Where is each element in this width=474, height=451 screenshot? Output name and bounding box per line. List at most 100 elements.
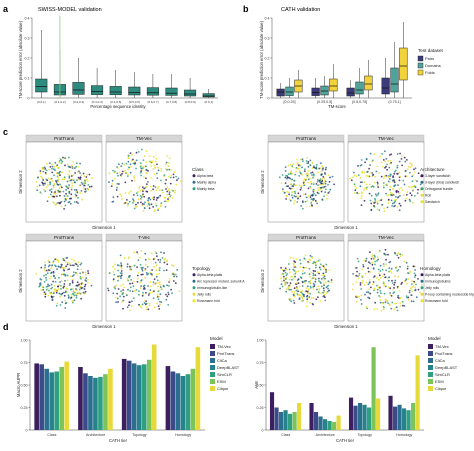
scatter-point <box>301 166 303 169</box>
scatter-point <box>56 302 59 305</box>
scatter-point <box>285 290 288 293</box>
scatter-point <box>68 179 71 182</box>
scatter-point <box>115 189 118 191</box>
scatter-point <box>145 190 148 193</box>
scatter-point <box>321 165 324 168</box>
scatter-point <box>40 266 43 269</box>
scatter-point <box>298 175 301 177</box>
scatter-point <box>304 193 307 196</box>
scatter-point <box>281 273 283 276</box>
scatter-point <box>419 291 421 294</box>
scatter-point <box>85 280 88 282</box>
scatter-point <box>154 202 157 205</box>
scatter-point <box>364 272 367 275</box>
panel-d-left-bar-3-6 <box>195 347 201 430</box>
scatter-point <box>80 297 82 300</box>
scatter-point <box>46 287 49 289</box>
scatter-point <box>327 192 330 194</box>
scatter-point <box>52 270 55 273</box>
scatter-point <box>54 288 56 290</box>
panel-d-right-bar-1-1 <box>313 412 319 430</box>
scatter-point <box>361 181 364 184</box>
scatter-point <box>159 303 161 306</box>
scatter-point <box>50 292 53 295</box>
scatter-point <box>316 180 319 183</box>
scatter-point <box>84 271 87 274</box>
panel-d-left-legend-label-0: TM-Vec <box>217 344 231 349</box>
scatter-point <box>39 283 42 286</box>
scatter-point <box>400 186 403 189</box>
scatter-point <box>360 303 363 305</box>
scatter-point <box>405 197 408 200</box>
scatter-point <box>61 273 64 275</box>
scatter-point <box>67 187 69 190</box>
scatter-point <box>396 270 399 272</box>
scatter-point <box>390 295 393 297</box>
scatter-point <box>305 287 308 289</box>
scatter-point <box>357 277 360 280</box>
scatter-point <box>68 264 71 266</box>
scatter-point <box>291 191 293 194</box>
scatter-point <box>111 179 114 182</box>
scatter-legend-label-c-arch-4: Sandwich <box>425 200 440 204</box>
scatter-point <box>167 291 170 294</box>
scatter-point <box>380 309 383 312</box>
scatter-point <box>45 285 48 288</box>
scatter-point <box>379 155 381 158</box>
scatter-point <box>54 280 57 283</box>
scatter-point <box>72 271 75 274</box>
scatter-point <box>116 297 119 300</box>
scatter-point <box>44 295 47 298</box>
scatter-point <box>58 160 61 162</box>
scatter-point <box>168 168 171 171</box>
scatter-point <box>164 200 166 203</box>
scatter-point <box>381 268 384 271</box>
scatter-point <box>137 272 140 274</box>
scatter-point <box>353 183 356 186</box>
scatter-point <box>121 162 124 165</box>
scatter-point <box>319 281 322 283</box>
panel-a-box-2-box <box>72 82 85 95</box>
scatter-point <box>82 291 85 294</box>
scatter-point <box>292 257 295 260</box>
scatter-point <box>76 162 78 165</box>
scatter-point <box>75 293 77 296</box>
scatter-point <box>49 178 52 181</box>
scatter-point <box>355 295 358 297</box>
scatter-point <box>161 257 164 259</box>
scatter-point <box>284 284 287 287</box>
scatter-point <box>353 174 356 177</box>
scatter-point <box>396 253 399 255</box>
scatter-point <box>50 195 53 198</box>
scatter-point <box>55 181 58 183</box>
panel-d-right-legend-swatch-6 <box>428 386 433 391</box>
scatter-point <box>152 258 155 261</box>
scatter-point <box>318 179 321 182</box>
panel-a-box-0-box <box>35 78 48 93</box>
scatter-point <box>294 275 296 278</box>
scatter-point <box>169 176 172 179</box>
scatter-point <box>369 262 371 265</box>
scatter-legend-marker-c-homo-4 <box>420 299 424 303</box>
scatter-point <box>68 170 71 172</box>
scatter-point <box>79 272 82 275</box>
scatter-point <box>284 166 287 169</box>
scatter-point <box>396 286 399 288</box>
scatter-point <box>312 269 315 272</box>
scatter-point <box>361 268 364 271</box>
scatter-point <box>131 290 134 293</box>
panel-b-xtick-label: (0.75,1] <box>388 100 400 104</box>
scatter-point <box>305 279 307 282</box>
scatter-point <box>399 175 401 178</box>
scatter-point <box>149 161 152 163</box>
scatter-point <box>58 187 61 190</box>
scatter-point <box>65 265 68 268</box>
panel-d-right-legend-label-6: Clique <box>435 386 447 391</box>
scatter-point <box>140 174 143 177</box>
scatter-point <box>391 194 393 197</box>
panel-a-xtick-label: (0.9,1] <box>204 100 213 104</box>
scatter-point <box>393 201 396 204</box>
scatter-point <box>288 288 291 291</box>
scatter-point <box>133 176 136 179</box>
